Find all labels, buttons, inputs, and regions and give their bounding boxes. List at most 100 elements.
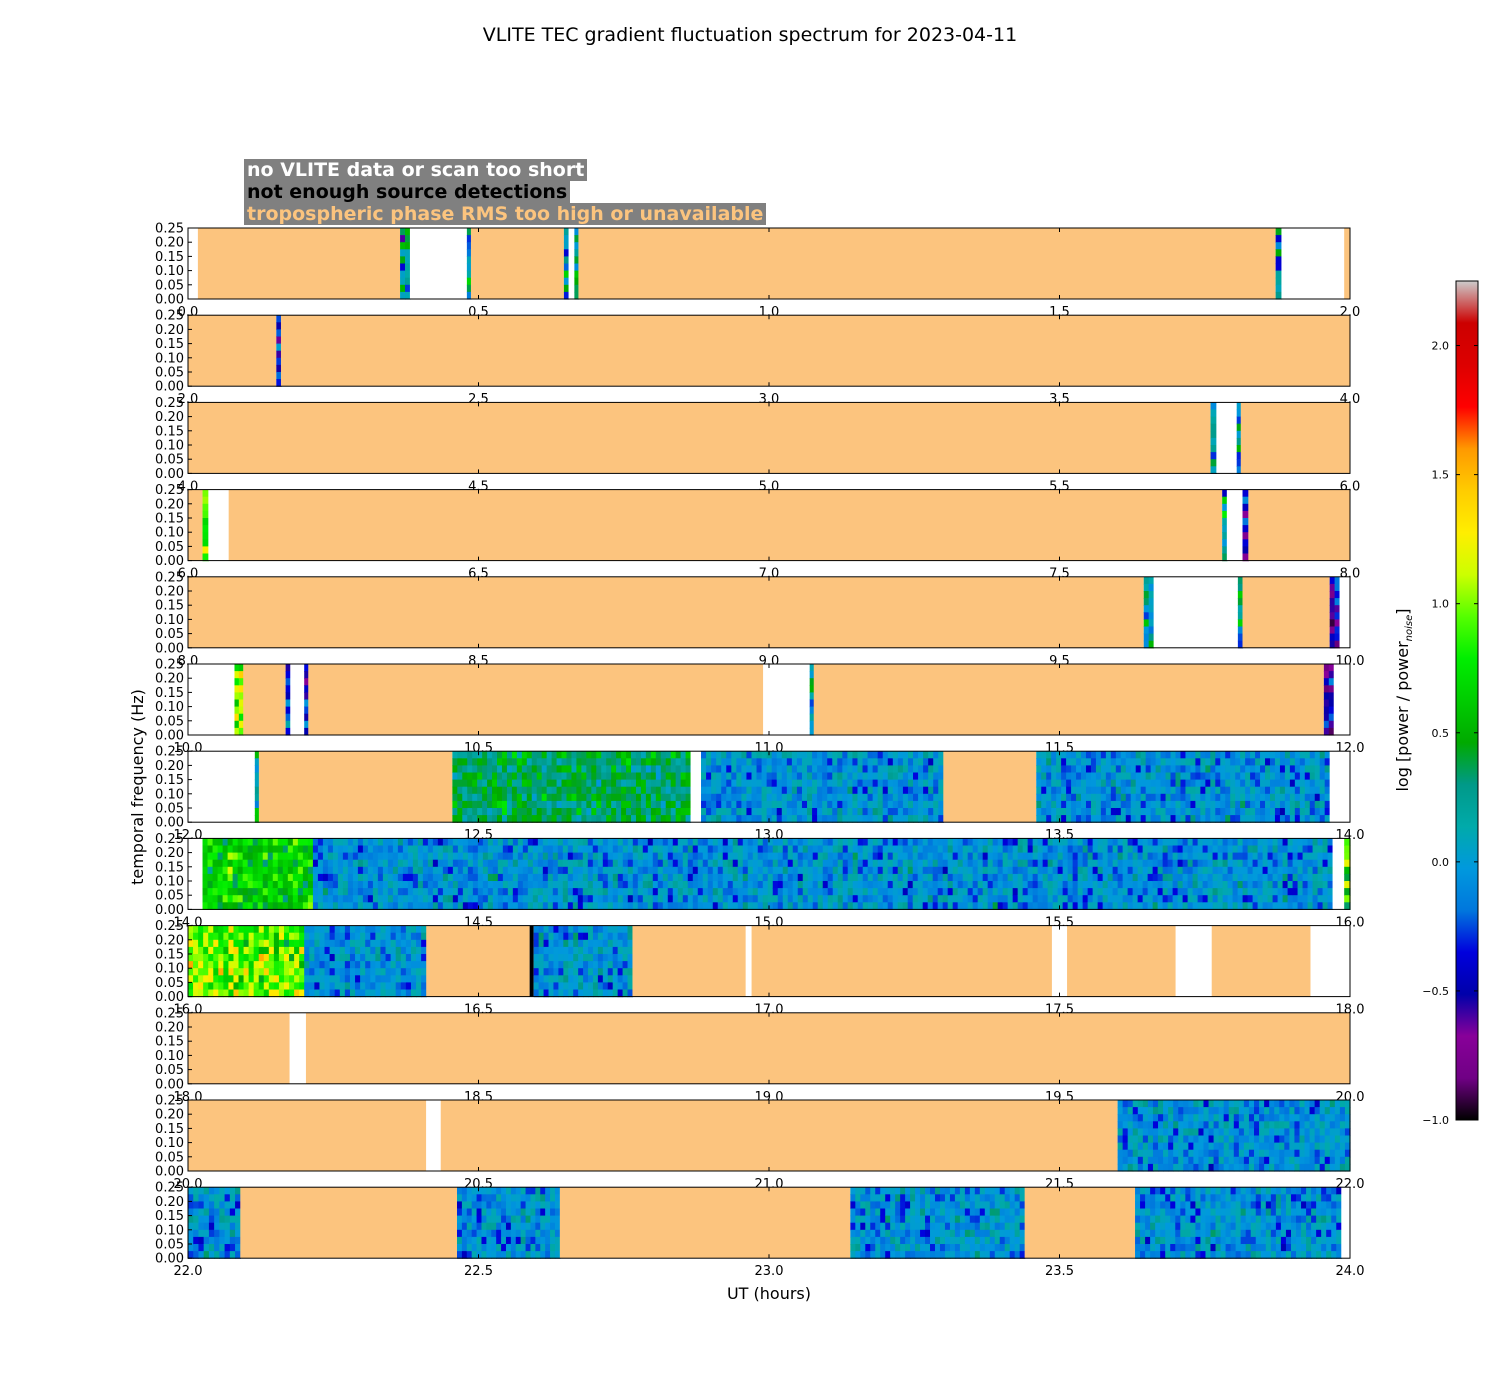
spectrum-cell: [339, 961, 346, 969]
spectrum-cell: [727, 838, 734, 847]
spectrum-cell: [1017, 866, 1024, 875]
spectrum-cell: [237, 845, 244, 854]
spectrum-cell: [797, 866, 804, 875]
spectrum-cell: [771, 800, 778, 809]
spectrum-cell: [427, 902, 434, 910]
spectrum-cell: [1095, 751, 1102, 759]
y-tick-label: 0.20: [155, 236, 184, 251]
spectrum-cell: [258, 939, 265, 948]
spectrum-cell: [421, 946, 427, 955]
spectrum-cell: [242, 873, 249, 882]
spectrum-cell: [596, 800, 602, 809]
spectrum-cell: [380, 932, 387, 941]
spectrum-cell: [1072, 866, 1079, 875]
spectrum-cell: [412, 895, 419, 903]
spectrum-cell: [1182, 845, 1189, 854]
spectrum-cell: [1110, 815, 1117, 823]
spectrum-cell: [817, 793, 823, 802]
spectrum-cell: [642, 873, 649, 882]
spectrum-cell: [1102, 866, 1109, 875]
spectrum-cell: [247, 852, 254, 861]
spectrum-cell: [400, 982, 407, 991]
spectrum-cell: [1257, 838, 1264, 847]
spectrum-cell: [1135, 779, 1142, 788]
spectrum-cell: [1245, 793, 1251, 802]
spectrum-cell: [272, 873, 279, 882]
spectrum-cell: [422, 873, 429, 882]
spectrum-cell: [405, 263, 411, 272]
spectrum-cell: [992, 888, 999, 896]
spectrum-cell: [462, 808, 468, 816]
spectrum-cell: [665, 786, 672, 795]
spectrum-cell: [405, 256, 411, 265]
spectrum-cell: [1202, 838, 1209, 847]
spectrum-cell: [1284, 793, 1291, 802]
spectrum-cell: [487, 808, 493, 816]
spectrum-cell: [918, 772, 924, 781]
spectrum-cell: [551, 800, 558, 809]
spectrum-cell: [655, 786, 662, 795]
spectrum-cell: [670, 779, 677, 788]
spectrum-cell: [556, 786, 563, 795]
spectrum-cell: [1309, 808, 1316, 816]
spectrum-cell: [781, 786, 788, 795]
spectrum-cell: [412, 866, 419, 875]
spectrum-cell: [842, 838, 849, 847]
spectrum-cell: [533, 954, 540, 962]
spectrum-cell: [576, 786, 582, 795]
spectrum-cell: [726, 765, 732, 774]
spectrum-cell: [1051, 751, 1057, 759]
spectrum-cell: [202, 881, 209, 889]
spectrum-cell: [252, 859, 259, 868]
spectrum-cell: [352, 895, 359, 903]
spectrum-cell: [1304, 800, 1311, 809]
spectrum-cell: [1277, 888, 1284, 896]
spectrum-cell: [631, 800, 637, 809]
spectrum-cell: [477, 751, 483, 759]
spectrum-cell: [567, 881, 574, 889]
spectrum-cell: [1115, 793, 1122, 802]
spectrum-cell: [1042, 866, 1049, 875]
spectrum-cell: [626, 786, 632, 795]
spectrum-cell: [1197, 838, 1204, 847]
spectrum-cell: [247, 845, 254, 854]
spectrum-cell: [452, 751, 458, 759]
spectrum-cell: [402, 895, 409, 903]
spectrum-cell: [517, 873, 524, 882]
spectrum-cell: [660, 786, 667, 795]
spectrum-cell: [571, 808, 578, 816]
spectrum-cell: [1197, 873, 1204, 882]
spectrum-cell: [304, 961, 310, 969]
spectrum-cell: [1002, 852, 1009, 861]
spectrum-cell: [1312, 888, 1319, 896]
spectrum-cell: [1344, 838, 1351, 847]
spectrum-cell: [1085, 800, 1092, 809]
spectrum-cell: [317, 873, 324, 882]
spectrum-cell: [242, 852, 249, 861]
spectrum-cell: [304, 713, 309, 722]
spectrum-cell: [531, 786, 538, 795]
spectrum-cell: [1036, 772, 1042, 781]
spectrum-cell: [987, 852, 994, 861]
spectrum-cell: [897, 902, 904, 910]
spectrum-cell: [1235, 808, 1241, 816]
spectrum-cell: [297, 859, 304, 868]
spectrum-cell: [832, 772, 838, 781]
spectrum-cell: [1148, 591, 1155, 599]
spectrum-cell: [1202, 881, 1209, 889]
spectrum-cell: [574, 228, 580, 236]
spectrum-cell: [1142, 888, 1149, 896]
spectrum-cell: [997, 881, 1004, 889]
spectrum-cell: [847, 815, 854, 823]
spectrum-cell: [1200, 800, 1206, 809]
spectrum-cell: [1122, 845, 1129, 854]
spectrum-cell: [847, 852, 854, 861]
spectrum-cell: [802, 859, 809, 868]
spectrum-cell: [238, 946, 245, 955]
spectrum-cell: [563, 228, 570, 236]
spectrum-cell: [1167, 873, 1174, 882]
spectrum-cell: [1202, 888, 1209, 896]
spectrum-cell: [867, 779, 874, 788]
spectrum-cell: [273, 989, 280, 998]
